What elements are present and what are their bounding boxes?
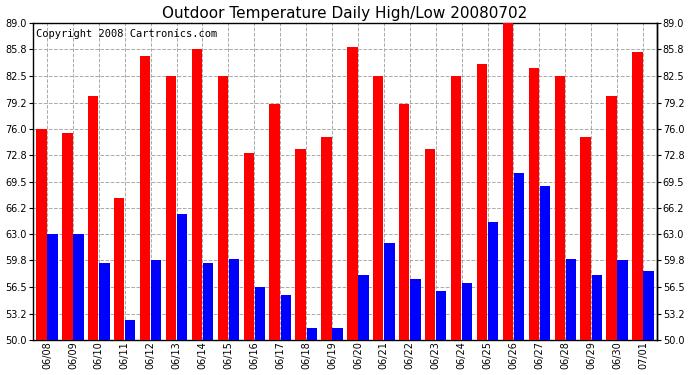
Bar [306, 328, 317, 340]
Bar [140, 56, 150, 340]
Bar [322, 137, 332, 340]
Bar [591, 275, 602, 340]
Bar [607, 96, 617, 340]
Bar [99, 263, 110, 340]
Bar [529, 68, 539, 340]
Bar [347, 48, 357, 340]
Bar [255, 287, 265, 340]
Bar [151, 260, 161, 340]
Bar [632, 51, 642, 340]
Bar [37, 129, 47, 340]
Bar [88, 96, 99, 340]
Bar [555, 76, 565, 340]
Bar [618, 260, 628, 340]
Bar [125, 320, 135, 340]
Bar [540, 186, 550, 340]
Bar [358, 275, 368, 340]
Bar [477, 64, 487, 340]
Bar [410, 279, 420, 340]
Bar [514, 174, 524, 340]
Bar [580, 137, 591, 340]
Bar [436, 291, 446, 340]
Bar [503, 23, 513, 340]
Bar [373, 76, 384, 340]
Bar [399, 104, 409, 340]
Bar [48, 234, 58, 340]
Bar [488, 222, 498, 340]
Bar [217, 76, 228, 340]
Bar [566, 259, 576, 340]
Bar [295, 149, 306, 340]
Bar [177, 214, 187, 340]
Bar [73, 234, 83, 340]
Bar [114, 198, 124, 340]
Bar [192, 49, 202, 340]
Text: Copyright 2008 Cartronics.com: Copyright 2008 Cartronics.com [36, 30, 217, 39]
Bar [229, 259, 239, 340]
Bar [281, 296, 291, 340]
Bar [203, 263, 213, 340]
Bar [384, 243, 395, 340]
Bar [166, 76, 176, 340]
Bar [462, 283, 473, 340]
Bar [643, 271, 653, 340]
Bar [244, 153, 254, 340]
Bar [62, 133, 72, 340]
Bar [270, 104, 280, 340]
Bar [425, 149, 435, 340]
Bar [451, 76, 461, 340]
Title: Outdoor Temperature Daily High/Low 20080702: Outdoor Temperature Daily High/Low 20080… [162, 6, 528, 21]
Bar [333, 328, 343, 340]
